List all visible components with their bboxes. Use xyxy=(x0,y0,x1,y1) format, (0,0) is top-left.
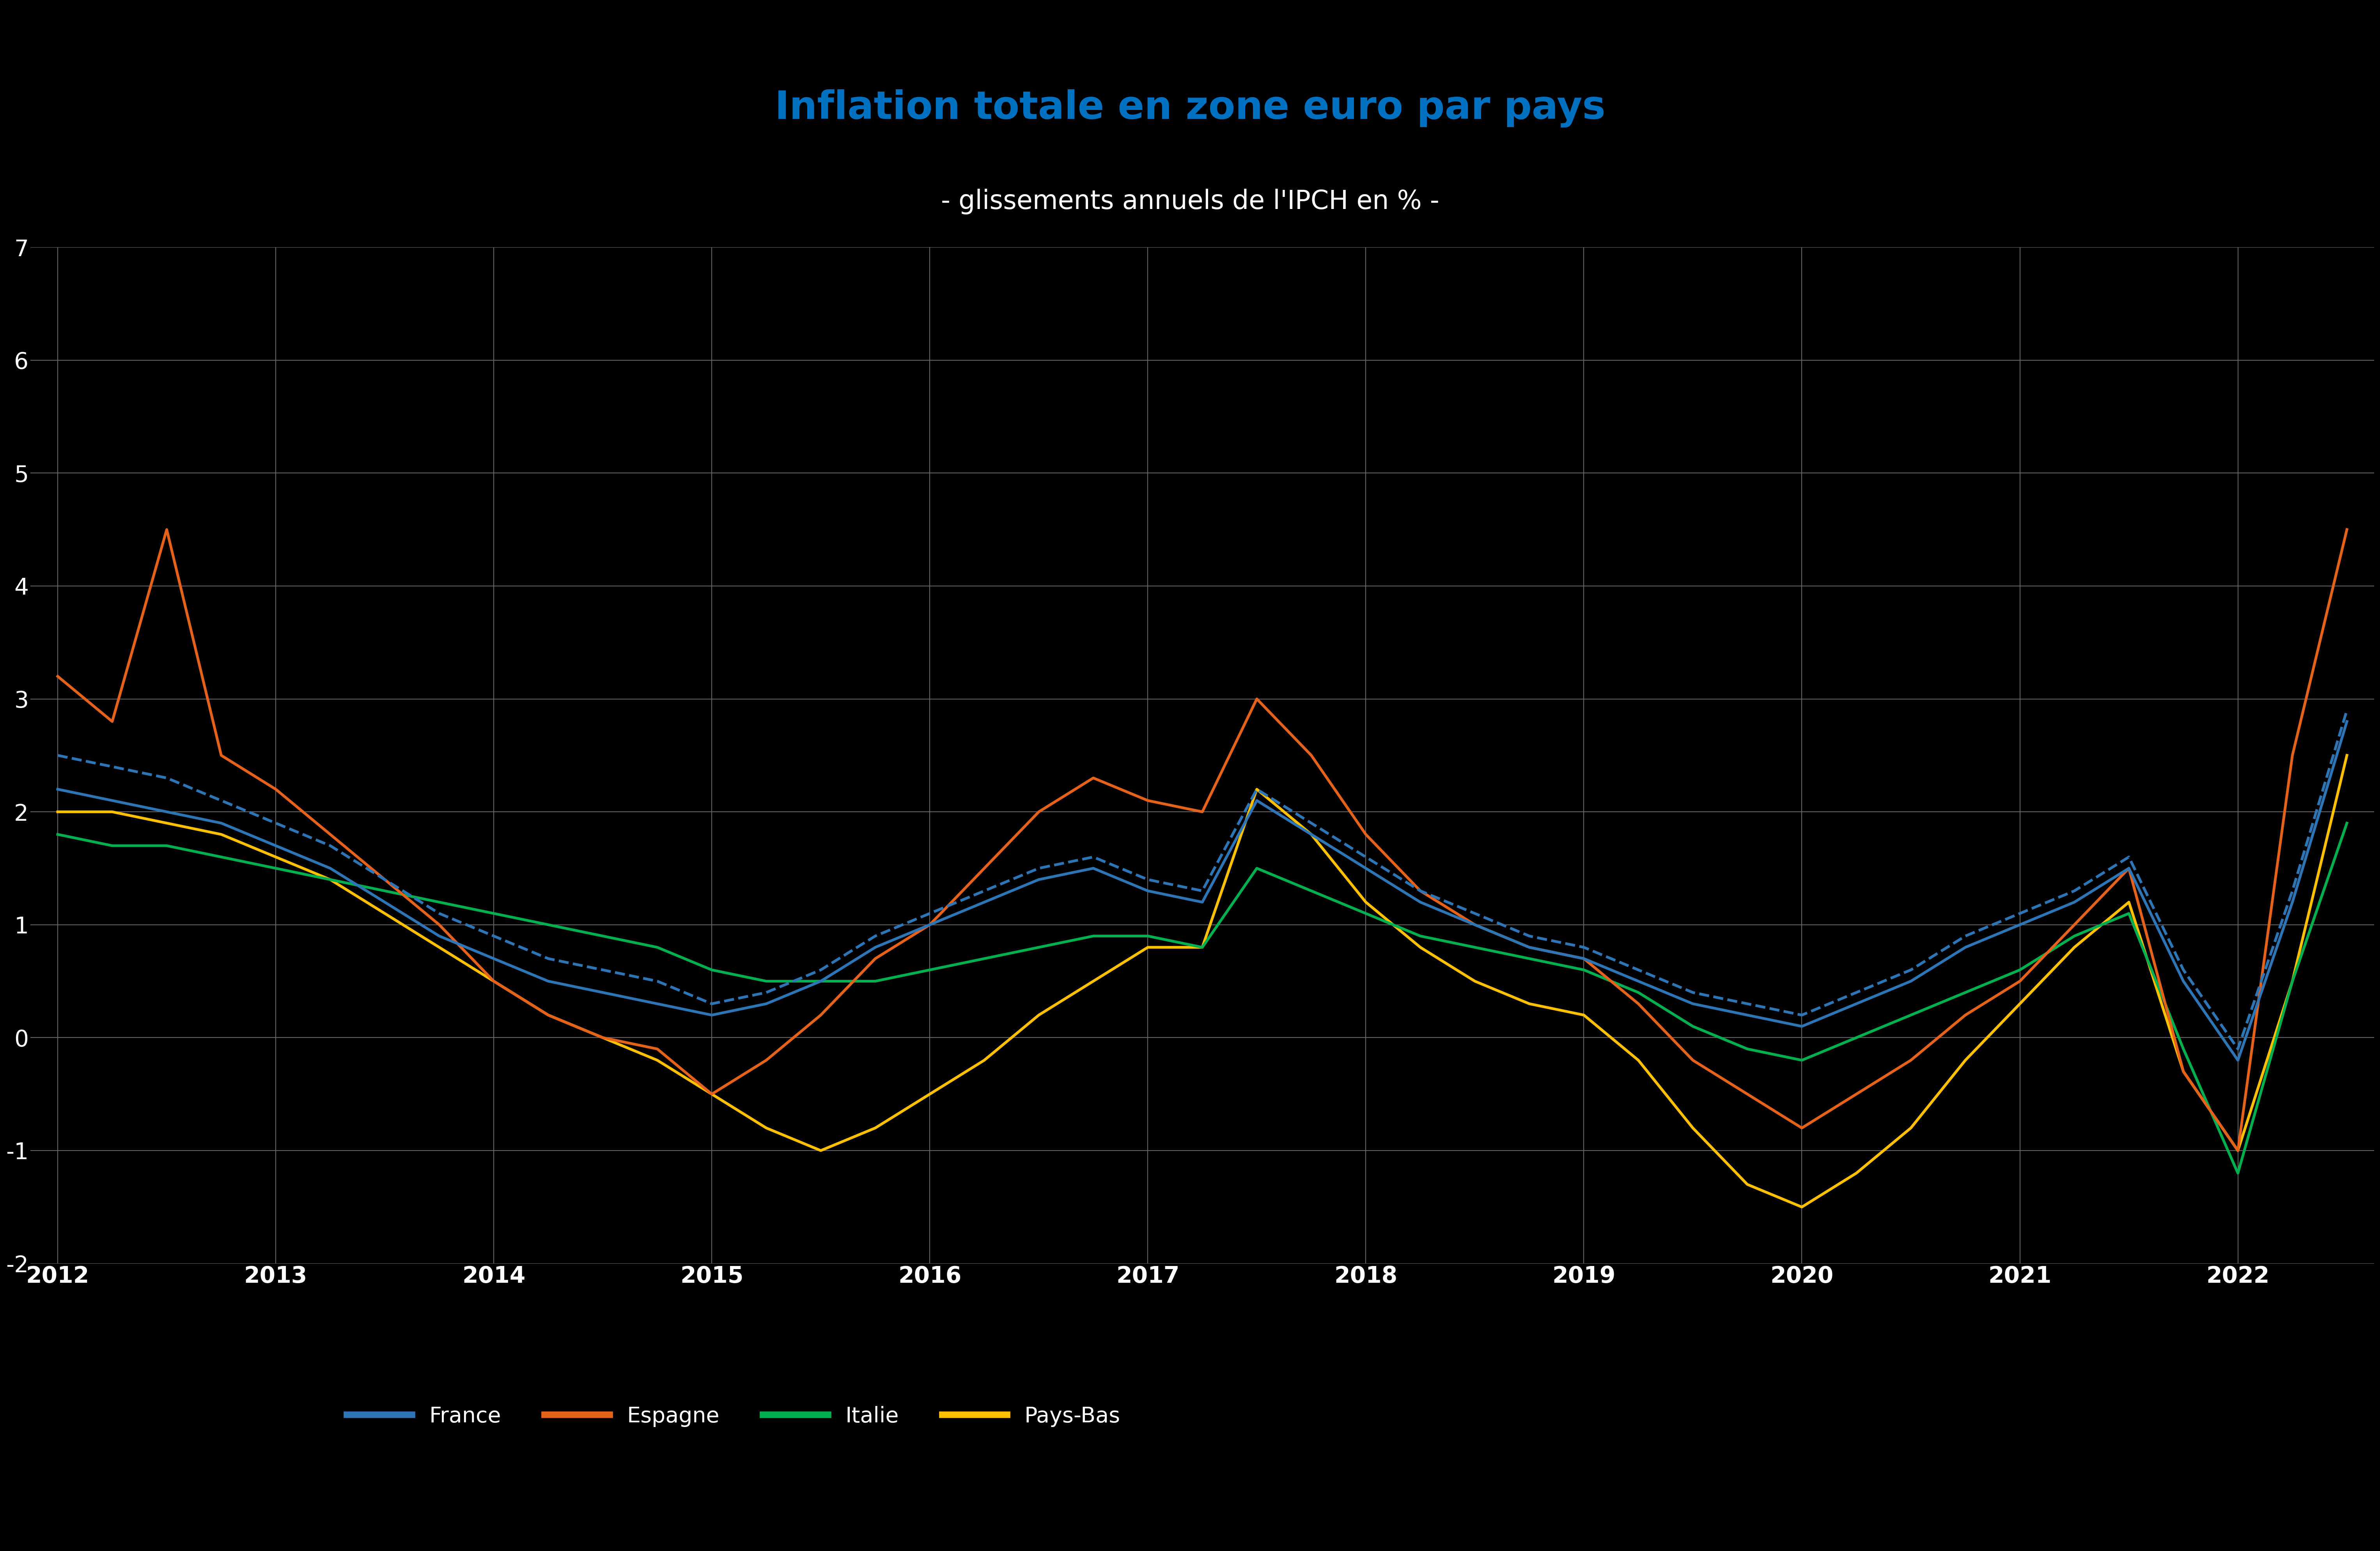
Legend: France, Espagne, Italie, Pays-Bas: France, Espagne, Italie, Pays-Bas xyxy=(338,1397,1128,1436)
Text: - glissements annuels de l'IPCH en % -: - glissements annuels de l'IPCH en % - xyxy=(940,189,1440,214)
Text: Inflation totale en zone euro par pays: Inflation totale en zone euro par pays xyxy=(776,90,1604,127)
